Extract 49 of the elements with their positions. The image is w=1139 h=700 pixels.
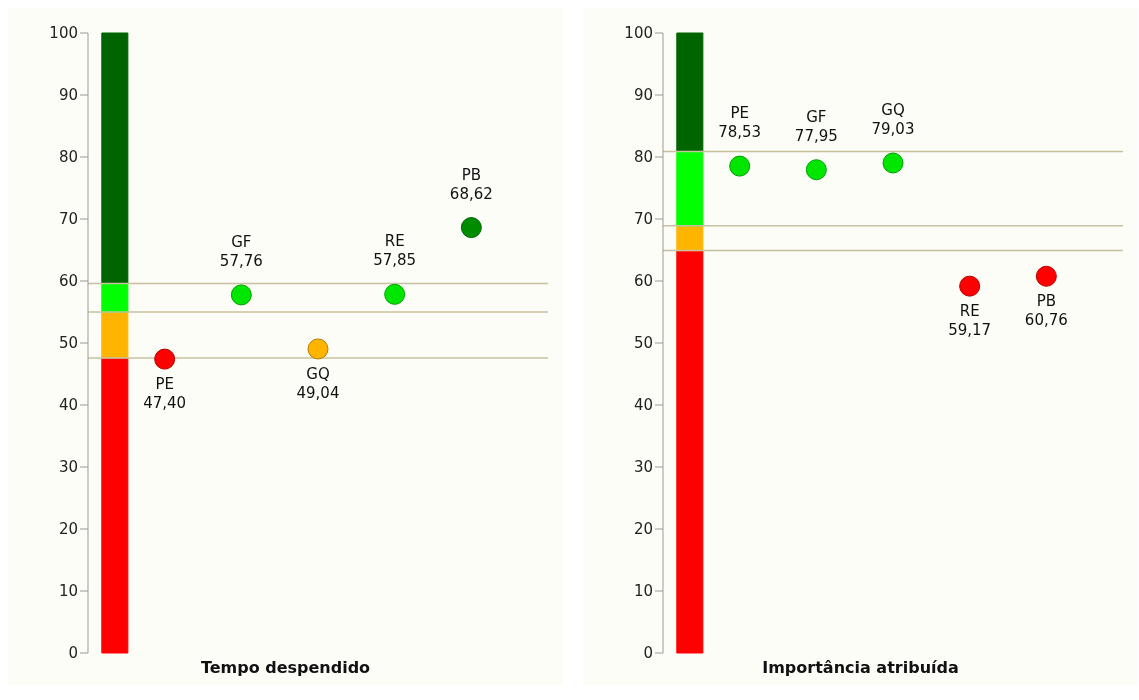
data-label: 47,40: [143, 394, 187, 413]
y-tick-label: 30: [633, 458, 653, 477]
data-label: 77,95: [794, 126, 838, 145]
y-tick-label: 50: [633, 334, 653, 353]
data-label: 57,76: [219, 251, 263, 270]
point: [154, 348, 176, 370]
y-tick-label: 100: [49, 24, 78, 43]
category-label: PB: [1036, 292, 1057, 311]
category-label: GQ: [881, 101, 905, 120]
point: [729, 155, 751, 177]
y-tick-label: 20: [58, 520, 78, 539]
y-tick-label: 90: [58, 86, 78, 105]
y-tick-label: 10: [633, 582, 653, 601]
data-label: 68,62: [449, 184, 493, 203]
point: [805, 159, 827, 181]
y-tick-label: 80: [58, 148, 78, 167]
y-tick-label: 70: [633, 210, 653, 229]
y-tick-label: 60: [633, 272, 653, 291]
y-tick-label: 30: [58, 458, 78, 477]
y-tick-label: 60: [58, 272, 78, 291]
point: [230, 284, 252, 306]
data-label: 79,03: [871, 120, 915, 139]
data-label: 57,85: [373, 251, 417, 270]
point: [384, 283, 406, 305]
y-tick-label: 80: [633, 148, 653, 167]
category-label: RE: [959, 302, 980, 321]
y-tick-label: 0: [643, 644, 653, 663]
y-tick-label: 0: [68, 644, 78, 663]
point: [460, 217, 482, 239]
data-label: 49,04: [296, 383, 340, 402]
y-tick-label: 40: [633, 396, 653, 415]
category-label: PE: [730, 104, 749, 123]
data-label: 78,53: [718, 123, 762, 142]
y-tick-label: 10: [58, 582, 78, 601]
y-tick-label: 90: [633, 86, 653, 105]
y-tick-label: 70: [58, 210, 78, 229]
point: [959, 275, 981, 297]
category-label: GF: [806, 107, 827, 126]
data-label: 59,17: [948, 321, 992, 340]
data-label: 60,76: [1024, 311, 1068, 330]
y-tick-label: 50: [58, 334, 78, 353]
point: [1035, 265, 1057, 287]
y-tick-label: 40: [58, 396, 78, 415]
y-tick-label: 20: [633, 520, 653, 539]
point: [882, 152, 904, 174]
x-axis-title: Importância atribuída: [762, 658, 959, 677]
y-tick-label: 100: [624, 24, 653, 43]
point: [307, 338, 329, 360]
x-axis-title: Tempo despendido: [200, 658, 371, 677]
